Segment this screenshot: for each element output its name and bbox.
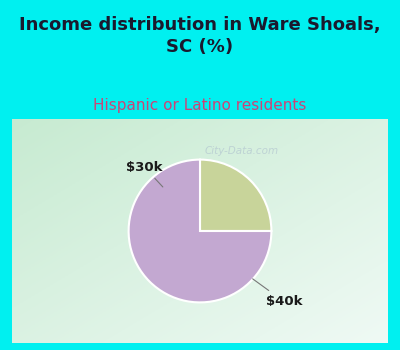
Text: $30k: $30k <box>126 161 163 187</box>
Text: Income distribution in Ware Shoals,
SC (%): Income distribution in Ware Shoals, SC (… <box>19 16 381 56</box>
Wedge shape <box>200 160 271 231</box>
Text: Hispanic or Latino residents: Hispanic or Latino residents <box>93 98 307 113</box>
Text: City-Data.com: City-Data.com <box>205 146 279 156</box>
Wedge shape <box>129 160 271 302</box>
Text: $40k: $40k <box>253 279 302 308</box>
